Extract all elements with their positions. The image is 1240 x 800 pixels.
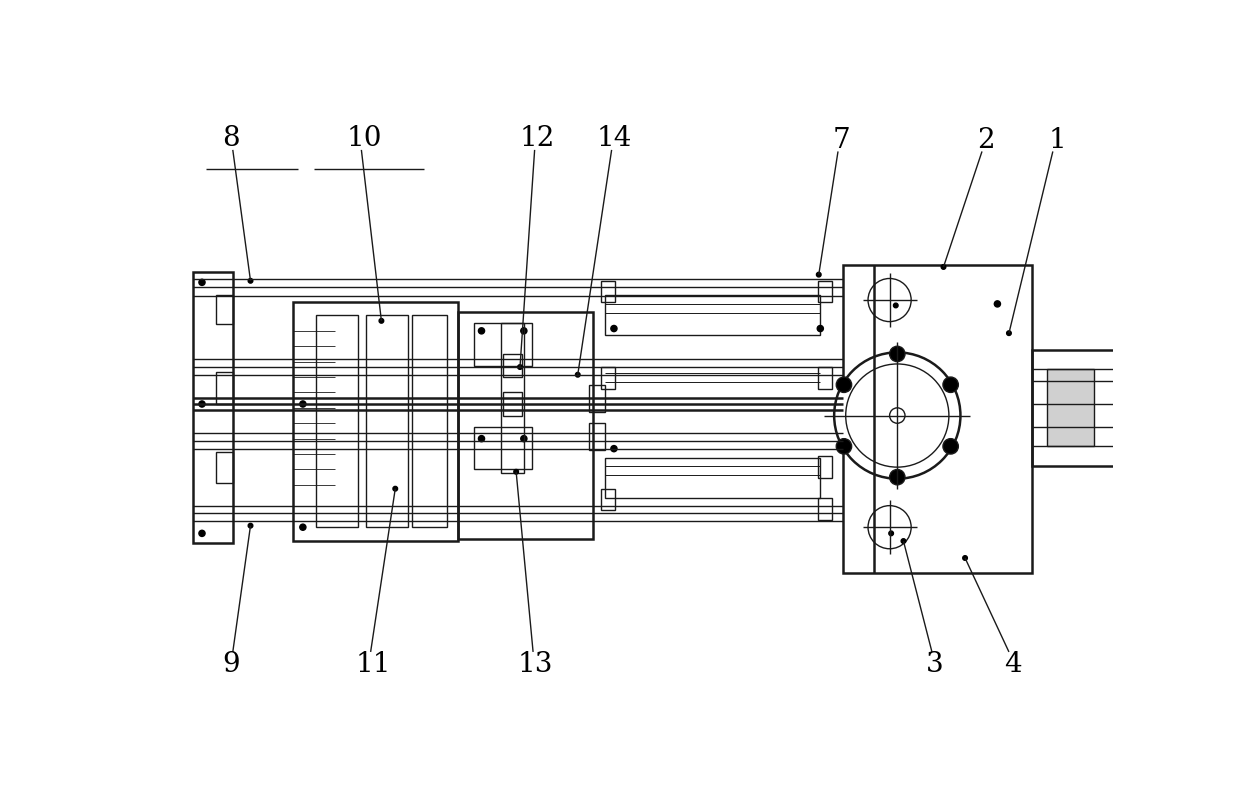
- Circle shape: [198, 530, 205, 537]
- Circle shape: [300, 401, 306, 407]
- Bar: [605, 458, 821, 498]
- Circle shape: [479, 435, 485, 442]
- Circle shape: [835, 353, 961, 478]
- Circle shape: [379, 318, 383, 323]
- Text: 1: 1: [1049, 127, 1066, 154]
- Circle shape: [889, 470, 905, 485]
- Bar: [501, 323, 523, 474]
- Text: 13: 13: [518, 650, 553, 678]
- Circle shape: [889, 408, 905, 423]
- Circle shape: [575, 373, 580, 377]
- Text: 11: 11: [356, 650, 392, 678]
- Bar: [316, 315, 358, 527]
- Bar: [818, 281, 832, 302]
- Circle shape: [198, 279, 205, 286]
- Bar: [459, 312, 593, 538]
- Bar: [589, 423, 605, 450]
- Circle shape: [894, 303, 898, 308]
- Text: 7: 7: [833, 127, 851, 154]
- Bar: [412, 315, 446, 527]
- Bar: [601, 367, 615, 389]
- Circle shape: [941, 265, 946, 270]
- Bar: [818, 498, 832, 519]
- Bar: [601, 281, 615, 302]
- Circle shape: [479, 328, 485, 334]
- Bar: [601, 489, 615, 510]
- Text: 14: 14: [596, 125, 631, 152]
- Circle shape: [942, 438, 959, 454]
- Bar: [192, 271, 233, 542]
- Circle shape: [836, 377, 852, 393]
- Circle shape: [816, 272, 821, 277]
- Circle shape: [611, 446, 618, 452]
- Bar: [216, 294, 233, 324]
- Bar: [818, 367, 832, 389]
- Bar: [293, 302, 459, 541]
- Text: 10: 10: [347, 125, 382, 152]
- Circle shape: [942, 377, 959, 393]
- Text: 9: 9: [222, 650, 241, 678]
- Circle shape: [868, 506, 911, 549]
- Text: 8: 8: [222, 125, 241, 152]
- Bar: [503, 354, 522, 377]
- Circle shape: [611, 326, 618, 332]
- Circle shape: [517, 365, 522, 370]
- Bar: [216, 452, 233, 482]
- Bar: [216, 372, 233, 404]
- Bar: [1032, 350, 1117, 466]
- Bar: [1048, 370, 1094, 446]
- Circle shape: [889, 346, 905, 362]
- Circle shape: [994, 301, 1001, 307]
- Text: 4: 4: [1004, 650, 1022, 678]
- Circle shape: [513, 470, 518, 474]
- Circle shape: [1007, 331, 1012, 335]
- Circle shape: [817, 326, 823, 332]
- Circle shape: [300, 524, 306, 530]
- Bar: [366, 315, 408, 527]
- Text: 3: 3: [925, 650, 944, 678]
- Bar: [818, 456, 832, 478]
- Text: 2: 2: [977, 127, 994, 154]
- Bar: [503, 393, 522, 415]
- Circle shape: [393, 486, 398, 491]
- Bar: [605, 294, 821, 334]
- Circle shape: [962, 556, 967, 560]
- Circle shape: [248, 523, 253, 528]
- Circle shape: [248, 278, 253, 283]
- Circle shape: [198, 401, 205, 407]
- Circle shape: [836, 438, 852, 454]
- Bar: [589, 385, 605, 412]
- Circle shape: [521, 435, 527, 442]
- Circle shape: [521, 328, 527, 334]
- Bar: [474, 427, 532, 470]
- Bar: [843, 266, 1032, 574]
- Circle shape: [846, 364, 949, 467]
- Circle shape: [868, 278, 911, 322]
- Bar: [474, 323, 532, 366]
- Text: 12: 12: [520, 125, 554, 152]
- Circle shape: [889, 531, 894, 536]
- Circle shape: [901, 538, 905, 543]
